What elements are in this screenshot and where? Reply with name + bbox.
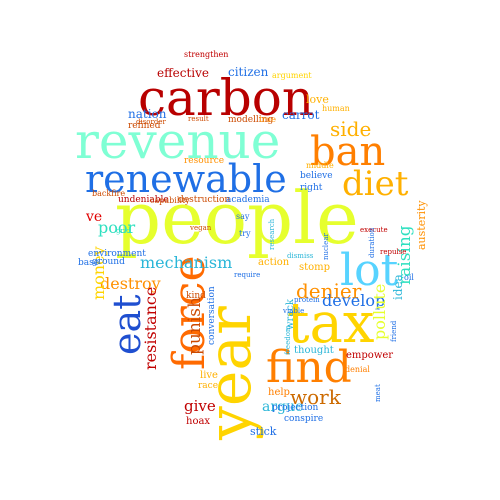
word-develop: develop (322, 291, 385, 310)
word-poor: poor (98, 218, 136, 237)
word-grid: grid (116, 227, 131, 235)
word-middle: middle (306, 161, 334, 170)
word-raising: raising (395, 225, 415, 285)
word-execute: execute (360, 226, 388, 234)
word-mechanism: mechanism (140, 253, 232, 272)
word-believe: believe (300, 171, 333, 181)
word-refined: refined (128, 121, 161, 131)
word-result: result (188, 115, 209, 123)
word-duration: duration (368, 227, 376, 258)
word-renewable: renewable (85, 157, 287, 201)
word-revenue: revenue (75, 112, 280, 170)
word-citizen: citizen (228, 65, 269, 79)
word-idea: idea (391, 274, 405, 300)
word-carrot: carrot (282, 108, 320, 122)
word-say: say (236, 212, 250, 221)
word-projection: projection (272, 403, 319, 413)
word-denial: denial (345, 365, 370, 374)
word-friend: friend (390, 320, 398, 342)
word-carbon: carbon (138, 69, 314, 127)
word-effective: effective (157, 66, 209, 80)
word-capability: capability (150, 196, 190, 205)
word-argument: argument (272, 71, 312, 80)
word-stick: stick (250, 425, 277, 438)
word-conversation: conversation (207, 286, 217, 345)
word-dismiss: dismiss (287, 252, 314, 260)
word-austerity: austerity (415, 200, 428, 250)
word-tax: tax (287, 291, 374, 356)
word-destroy: destroy (100, 274, 161, 293)
word-kind: kind (186, 291, 206, 301)
word-eat: eat (105, 295, 149, 355)
word-human: human (322, 104, 350, 113)
word-modelling: modelling (228, 115, 273, 125)
word-ban: ban (310, 129, 385, 175)
word-protein: protein (294, 296, 320, 304)
word-thought: thought (294, 345, 334, 356)
word-race: race (198, 381, 218, 391)
word-wrack: wrack (285, 298, 296, 330)
word-help: help (268, 387, 290, 398)
word-force: force (164, 256, 215, 371)
word-disorder: disorder (136, 118, 166, 126)
word-work: work (290, 385, 342, 409)
word-undeniable: undeniable (118, 195, 169, 205)
word-try: try (239, 229, 251, 238)
word-oil: oil (404, 273, 414, 282)
word-year: year (195, 306, 265, 441)
word-vegan: vegan (189, 224, 212, 232)
word-freedom: freedom (284, 325, 292, 355)
word-resistance: resistance (141, 287, 160, 370)
word-true: true (259, 115, 276, 124)
word-environment: environment (88, 249, 146, 259)
word-ground: ground (92, 257, 125, 267)
word-ve: ve (85, 209, 102, 225)
word-strengthen: strengthen (184, 50, 228, 59)
word-conspire: conspire (284, 414, 323, 424)
word-find: find (266, 342, 352, 393)
word-money: money (89, 246, 108, 300)
word-give: give (184, 397, 216, 415)
word-people: people (115, 176, 359, 260)
word-resource: resource (184, 156, 224, 166)
word-lot: lot (340, 245, 399, 296)
word-punish: punish (185, 297, 205, 355)
word-require: require (234, 271, 260, 279)
word-base: base (78, 258, 99, 268)
word-denier: denier (296, 279, 362, 303)
word-right: right (300, 183, 323, 193)
word-academia: academia (226, 195, 270, 205)
word-love: love (306, 93, 329, 106)
word-argue: argue (262, 399, 303, 415)
word-diet: diet (342, 164, 409, 204)
word-empower: empower (346, 350, 393, 361)
word-backfire: backfire (92, 189, 125, 198)
word-meat: meat (374, 384, 382, 402)
word-destruction: destruction (178, 195, 230, 205)
word-pollute: pollute (370, 284, 389, 340)
word-live: live (200, 370, 218, 381)
word-research: research (268, 218, 276, 250)
word-stomp: stomp (299, 262, 330, 273)
word-nuclear: nuclear (322, 233, 330, 260)
word-side: side (330, 117, 371, 141)
word-action: action (258, 257, 290, 268)
word-hoax: hoax (186, 416, 210, 427)
word-nation: nation (128, 107, 167, 121)
word-viable: viable (282, 307, 304, 315)
word-repulse: repulse (380, 248, 406, 256)
